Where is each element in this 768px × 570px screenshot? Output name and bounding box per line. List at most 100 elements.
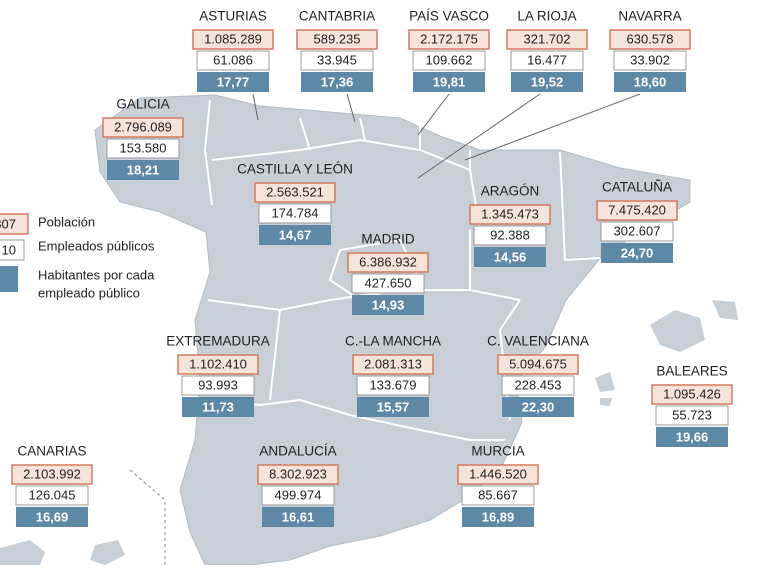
employees-value: 33.902 xyxy=(630,52,670,67)
population-value: 1.446.520 xyxy=(469,466,527,481)
population-value: 2.172.175 xyxy=(420,31,478,46)
population-box xyxy=(257,464,339,485)
population-box xyxy=(102,117,184,138)
legend-label: empleado público xyxy=(38,285,140,300)
island xyxy=(650,310,705,352)
ratio-box xyxy=(259,225,331,245)
legend-label: Habitantes por cada xyxy=(38,267,155,282)
region-name: CASTILLA Y LEÓN xyxy=(237,162,353,177)
legend-label: Empleados públicos xyxy=(38,238,155,253)
population-box xyxy=(254,182,336,203)
population-box xyxy=(457,464,539,485)
ratio-value: 18,21 xyxy=(127,162,160,177)
ratio-box xyxy=(197,72,269,92)
region-name: MADRID xyxy=(361,232,414,247)
region-name: LA RIOJA xyxy=(517,9,576,24)
population-box xyxy=(192,29,274,50)
canarias-divider xyxy=(129,469,166,565)
population-value: 8.302.923 xyxy=(269,466,327,481)
employees-box xyxy=(600,221,674,242)
population-box xyxy=(408,29,490,50)
ratio-value: 14,67 xyxy=(279,227,312,242)
legend-employees-swatch xyxy=(0,239,25,261)
region-name: CANARIAS xyxy=(17,444,86,459)
employees-box xyxy=(613,50,687,71)
population-value: 589.235 xyxy=(314,31,361,46)
ratio-box xyxy=(262,507,334,527)
region-name: MURCIA xyxy=(471,444,524,459)
ratio-box xyxy=(16,507,88,527)
legend-sample: 10 xyxy=(2,242,16,257)
employees-box xyxy=(106,138,180,159)
region-name: ANDALUCÍA xyxy=(259,444,336,459)
ratio-value: 22,30 xyxy=(522,399,555,414)
ratio-value: 14,93 xyxy=(372,297,405,312)
ratio-box xyxy=(474,247,546,267)
ratio-box xyxy=(107,160,179,180)
island xyxy=(595,372,615,392)
population-value: 2.563.521 xyxy=(266,184,324,199)
ratio-value: 19,52 xyxy=(531,74,564,89)
population-box xyxy=(352,354,434,375)
employees-value: 55.723 xyxy=(672,407,712,422)
ratio-box xyxy=(656,427,728,447)
population-value: 1.345.473 xyxy=(481,206,539,221)
population-value: 1.085.289 xyxy=(204,31,262,46)
region-name: C. VALENCIANA xyxy=(487,334,589,349)
employees-value: 126.045 xyxy=(29,487,76,502)
spain-mainland xyxy=(94,94,691,566)
region-name: ARAGÓN xyxy=(481,184,540,199)
population-value: 1.095.426 xyxy=(663,386,721,401)
region-name: CANTABRIA xyxy=(299,9,375,24)
employees-box xyxy=(300,50,374,71)
ratio-box xyxy=(601,243,673,263)
employees-value: 109.662 xyxy=(426,52,473,67)
employees-value: 33.945 xyxy=(317,52,357,67)
employees-box xyxy=(412,50,486,71)
ratio-value: 16,61 xyxy=(282,509,315,524)
population-value: 5.094.675 xyxy=(509,356,567,371)
population-value: 7.475.420 xyxy=(608,202,666,217)
island xyxy=(0,540,45,565)
ratio-value: 11,73 xyxy=(202,399,234,414)
region-name: PAÍS VASCO xyxy=(409,9,489,24)
ratio-value: 14,56 xyxy=(494,249,527,264)
population-value: 321.702 xyxy=(524,31,571,46)
employees-value: 302.607 xyxy=(614,223,661,238)
population-value: 1.102.410 xyxy=(189,356,247,371)
region-name: CATALUÑA xyxy=(602,180,672,195)
employees-box xyxy=(501,375,575,396)
population-value: 6.386.932 xyxy=(359,254,417,269)
population-value: 630.578 xyxy=(627,31,674,46)
population-box xyxy=(497,354,579,375)
region-name: EXTREMADURA xyxy=(166,334,270,349)
employees-value: 153.580 xyxy=(120,140,167,155)
employees-box xyxy=(510,50,584,71)
population-value: 2.081.313 xyxy=(364,356,422,371)
island xyxy=(712,300,738,320)
ratio-box xyxy=(352,295,424,315)
ratio-box xyxy=(511,72,583,92)
ratio-value: 17,36 xyxy=(321,74,354,89)
employees-box xyxy=(356,375,430,396)
region-name: ASTURIAS xyxy=(199,9,267,24)
ratio-value: 19,66 xyxy=(676,429,709,444)
population-box xyxy=(609,29,691,50)
employees-value: 16.477 xyxy=(527,52,567,67)
employees-box xyxy=(351,273,425,294)
ratio-box xyxy=(182,397,254,417)
population-box xyxy=(651,384,733,405)
legend-sample: 807 xyxy=(0,216,16,231)
employees-value: 174.784 xyxy=(272,205,319,220)
population-box xyxy=(469,204,551,225)
employees-value: 228.453 xyxy=(515,377,562,392)
employees-box xyxy=(655,405,729,426)
island xyxy=(600,398,612,406)
ratio-box xyxy=(301,72,373,92)
region-name: GALICIA xyxy=(116,97,169,112)
employees-value: 92.388 xyxy=(490,227,530,242)
ratio-box xyxy=(502,397,574,417)
employees-value: 499.974 xyxy=(275,487,322,502)
population-value: 2.796.089 xyxy=(114,119,172,134)
